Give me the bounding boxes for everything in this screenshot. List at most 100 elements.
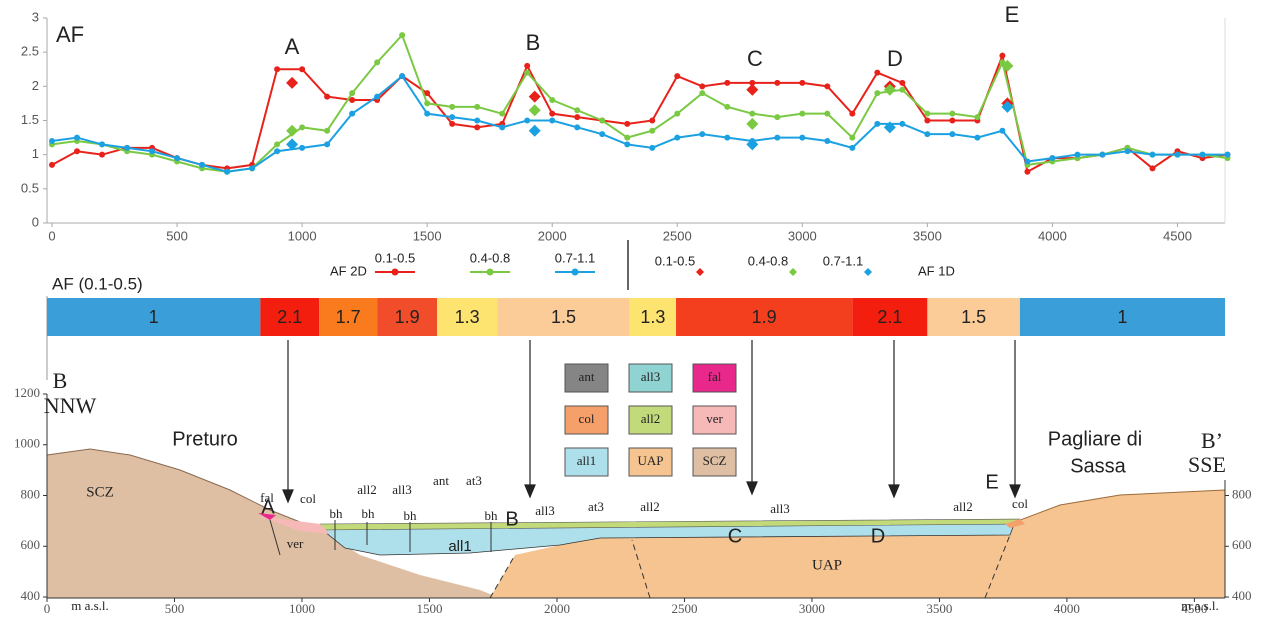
- legend-label: all3: [641, 369, 661, 384]
- data-point: [1024, 159, 1030, 165]
- section-label: B: [53, 368, 68, 393]
- data-point: [124, 145, 130, 151]
- data-point: [649, 145, 655, 151]
- data-point: [824, 111, 830, 117]
- data-point: [549, 97, 555, 103]
- data-point: [424, 100, 430, 106]
- data-point: [699, 131, 705, 137]
- legend-label: 0.1-0.5: [375, 250, 415, 265]
- annotation: B: [526, 30, 541, 55]
- data-point: [49, 162, 55, 168]
- section-x-tick-label: 0: [44, 601, 51, 616]
- data-point: [674, 73, 680, 79]
- legend-title: AF 2D: [330, 263, 367, 278]
- section-label: Sassa: [1070, 455, 1126, 477]
- legend-label: all1: [577, 453, 597, 468]
- section-label: all3: [535, 503, 555, 518]
- legend-label: 0.4-0.8: [748, 253, 788, 268]
- section-label: all2: [640, 499, 660, 514]
- data-point: [349, 90, 355, 96]
- section-x-tick-label: 4000: [1054, 601, 1080, 616]
- data-point: [974, 114, 980, 120]
- data-point: [849, 145, 855, 151]
- x-tick-label: 4000: [1038, 228, 1067, 243]
- legend-label: 0.1-0.5: [655, 253, 695, 268]
- section-y2-tick-label: 600: [1232, 537, 1252, 552]
- section-label: col: [1012, 496, 1028, 511]
- band-label: 1: [149, 307, 159, 327]
- y-tick-label: 0.5: [21, 180, 39, 195]
- y-tick-label: 2: [32, 78, 39, 93]
- data-point: [746, 84, 758, 96]
- section-y-tick-label: 1200: [14, 385, 40, 400]
- data-point: [324, 128, 330, 134]
- data-point: [624, 141, 630, 147]
- section-label: bh: [485, 508, 499, 523]
- band-label: 1.9: [752, 307, 777, 327]
- data-point: [424, 111, 430, 117]
- section-label: all3: [392, 482, 412, 497]
- data-point: [574, 124, 580, 130]
- data-point: [874, 90, 880, 96]
- data-point: [599, 118, 605, 124]
- data-point: [1199, 152, 1205, 158]
- legend-marker: [789, 268, 797, 276]
- section-label: ver: [287, 536, 304, 551]
- section-label: m a.s.l.: [71, 598, 109, 613]
- legend-label: col: [579, 411, 595, 426]
- section-label: all2: [357, 482, 377, 497]
- band-label: 1.3: [455, 307, 480, 327]
- data-point: [674, 135, 680, 141]
- data-point: [1149, 165, 1155, 171]
- data-point: [199, 162, 205, 168]
- data-point: [649, 128, 655, 134]
- band-label: 1.9: [395, 307, 420, 327]
- y-tick-label: 1.5: [21, 112, 39, 127]
- x-tick-label: 3500: [913, 228, 942, 243]
- band-label: 1.7: [336, 307, 361, 327]
- data-point: [524, 70, 530, 76]
- data-point: [774, 114, 780, 120]
- section-label: SCZ: [86, 484, 114, 500]
- section-x-tick-label: 2000: [544, 601, 570, 616]
- data-point: [1074, 152, 1080, 158]
- data-point: [99, 152, 105, 158]
- data-point: [324, 94, 330, 100]
- y-tick-label: 2.5: [21, 44, 39, 59]
- section-y2-tick-label: 800: [1232, 486, 1252, 501]
- data-point: [574, 107, 580, 113]
- data-point: [524, 118, 530, 124]
- section-label: bh: [404, 508, 418, 523]
- section-label: D: [871, 525, 885, 547]
- data-point: [924, 131, 930, 137]
- data-point: [874, 121, 880, 127]
- section-label: B’: [1201, 428, 1223, 453]
- data-point: [74, 148, 80, 154]
- y-tick-label: 0: [32, 214, 39, 229]
- section-y-tick-label: 400: [21, 588, 41, 603]
- data-point: [529, 104, 541, 116]
- section-x-tick-label: 2500: [671, 601, 697, 616]
- legend-dot: [392, 269, 399, 276]
- section-label: bh: [330, 506, 344, 521]
- data-point: [374, 59, 380, 65]
- y-tick-label: 1: [32, 146, 39, 161]
- legend-label: ant: [579, 369, 595, 384]
- section-x-tick-label: 1500: [416, 601, 442, 616]
- x-tick-label: 0: [48, 228, 55, 243]
- data-point: [924, 111, 930, 117]
- band-label: 1: [1117, 307, 1127, 327]
- legend-label: 0.7-1.1: [823, 253, 863, 268]
- data-point: [799, 135, 805, 141]
- data-point: [849, 111, 855, 117]
- arrow-head: [283, 490, 293, 502]
- section-label: col: [300, 491, 316, 506]
- data-point: [299, 66, 305, 72]
- data-point: [1174, 152, 1180, 158]
- data-point: [699, 83, 705, 89]
- band-label: 1.5: [551, 307, 576, 327]
- section-label: fal: [260, 490, 274, 505]
- data-point: [649, 118, 655, 124]
- section-label: UAP: [812, 557, 842, 573]
- data-point: [874, 70, 880, 76]
